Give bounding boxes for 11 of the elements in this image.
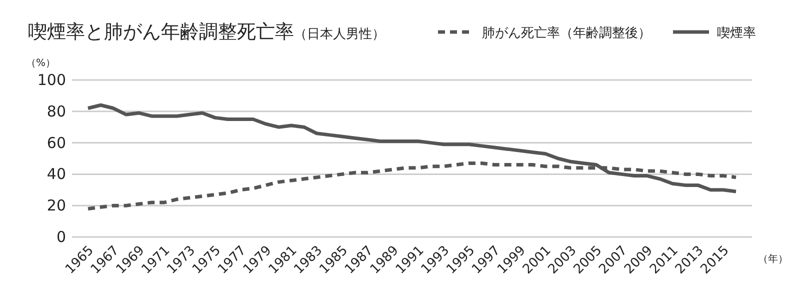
x-axis-title: （年）	[758, 253, 788, 265]
y-axis-title: （%）	[26, 58, 56, 69]
y-tick-label: 80	[46, 102, 66, 120]
legend-label: 喫煙率	[717, 25, 756, 41]
y-tick-label: 20	[46, 196, 66, 215]
legend-label: 肺がん死亡率（年齢調整後）	[482, 25, 651, 41]
y-tick-label: 0	[56, 228, 66, 246]
y-tick-label: 60	[46, 134, 66, 152]
y-tick-label: 100	[37, 71, 66, 89]
y-tick-label: 40	[46, 165, 66, 184]
chart-subtitle: （日本人男性）	[294, 27, 385, 42]
